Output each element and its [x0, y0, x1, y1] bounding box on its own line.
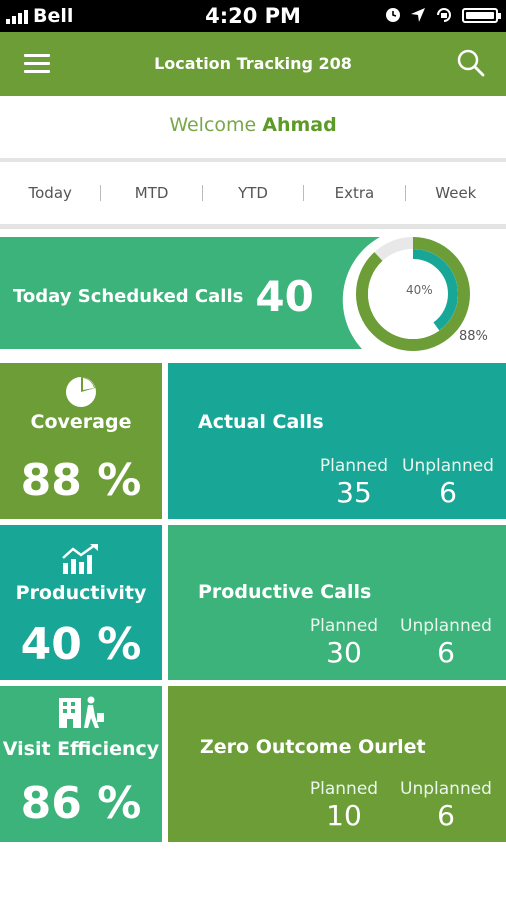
tab-week[interactable]: Week: [435, 184, 477, 202]
coverage-value: 88 %: [20, 455, 142, 506]
zero-outcome-planned-value: 10: [326, 799, 362, 832]
unplanned-label: Unplanned: [402, 456, 494, 476]
visit-efficiency-value: 86 %: [20, 778, 142, 829]
building-walker-icon: [59, 696, 104, 728]
battery-icon: [462, 7, 501, 23]
visit-efficiency-label: Visit Efficiency: [2, 738, 160, 760]
productivity-tile[interactable]: Productivity 40 %: [0, 525, 162, 680]
donut-inner-ring: [368, 249, 458, 339]
actual-calls-title: Actual Calls: [198, 411, 324, 433]
tab-today[interactable]: Today: [28, 184, 72, 202]
menu-icon[interactable]: [24, 54, 50, 74]
scheduled-calls-label: Today Scheduked Calls: [13, 286, 244, 307]
productive-calls-title: Productive Calls: [198, 581, 372, 603]
scheduled-calls-banner-bg: [0, 237, 473, 354]
growth-chart-icon: [62, 543, 98, 574]
productive-calls-planned-value: 30: [326, 636, 362, 669]
pie-chart-icon: [66, 377, 96, 407]
visit-efficiency-tile[interactable]: Visit Efficiency 86 %: [0, 686, 162, 842]
planned-label: Planned: [309, 779, 379, 799]
tab-extra[interactable]: Extra: [334, 184, 375, 202]
donut-outer-ring: [356, 237, 470, 351]
welcome-message: Welcome Ahmad: [0, 96, 506, 158]
zero-outcome-title: Zero Outcome Ourlet: [200, 736, 426, 758]
app-bar: Location Tracking 208: [0, 32, 506, 96]
tab-divider: [404, 185, 406, 201]
divider: [0, 158, 506, 162]
scheduled-calls-summary: Today Scheduked Calls 40: [13, 272, 314, 321]
productivity-value: 40 %: [20, 619, 142, 670]
donut-inner-label: 40%: [406, 283, 433, 297]
search-icon[interactable]: [456, 48, 486, 78]
welcome-user-name: Ahmad: [262, 114, 337, 136]
actual-calls-unplanned-value: 6: [439, 476, 457, 509]
tab-divider: [303, 185, 305, 201]
period-tabs: Today MTD YTD Extra Week: [0, 162, 506, 224]
tab-divider: [201, 185, 203, 201]
alarm-clock-icon: [386, 8, 400, 22]
status-bar: Bell 4:20 PM: [0, 0, 506, 32]
carrier-area: Bell: [6, 5, 73, 27]
location-arrow-icon: [411, 8, 425, 22]
signal-icon: [6, 8, 28, 24]
tab-mtd[interactable]: MTD: [134, 184, 169, 202]
tab-divider: [100, 185, 102, 201]
coverage-label: Coverage: [30, 411, 132, 433]
scheduled-calls-value: 40: [255, 272, 314, 321]
productive-calls-unplanned-value: 6: [437, 636, 455, 669]
unplanned-label: Unplanned: [400, 616, 492, 636]
rotation-lock-icon: [437, 8, 451, 22]
zero-outcome-unplanned-value: 6: [437, 799, 455, 832]
planned-label: Planned: [319, 456, 389, 476]
tab-ytd[interactable]: YTD: [238, 184, 268, 202]
donut-outer-label: 88%: [459, 329, 488, 344]
app-title: Location Tracking 208: [154, 54, 352, 73]
welcome-greeting: Welcome: [169, 114, 257, 136]
coverage-tile[interactable]: Coverage 88 %: [0, 363, 162, 519]
unplanned-label: Unplanned: [400, 779, 492, 799]
planned-label: Planned: [309, 616, 379, 636]
status-icons: [385, 6, 501, 24]
actual-calls-planned-value: 35: [336, 476, 372, 509]
actual-calls-card[interactable]: Actual Calls Planned Unplanned 35 6: [168, 363, 506, 519]
zero-outcome-outlet-card[interactable]: Zero Outcome Ourlet Planned Unplanned 10…: [168, 686, 506, 842]
divider: [0, 224, 506, 229]
carrier-name: Bell: [33, 5, 74, 27]
productivity-label: Productivity: [15, 582, 147, 604]
productive-calls-card[interactable]: Productive Calls Planned Unplanned 30 6: [168, 525, 506, 680]
status-time: 4:20 PM: [205, 4, 301, 28]
